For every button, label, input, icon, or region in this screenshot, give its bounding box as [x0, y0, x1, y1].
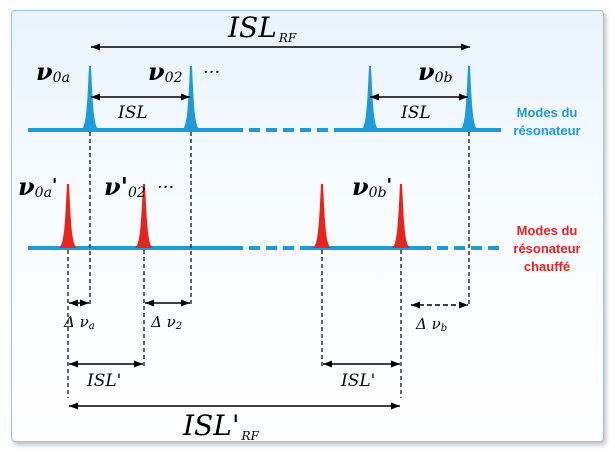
heated-modes-line-2: résonateur	[513, 241, 581, 256]
resonator-modes-line-2: résonateur	[513, 123, 581, 138]
heated-resonator-modes-label: Modes du résonateur chauffé	[497, 222, 597, 276]
isl-prime-label-left: ISL'	[86, 371, 121, 391]
peak-nu0a	[80, 66, 100, 130]
resonator-modes-line-1: Modes du	[516, 105, 578, 120]
delta-nu-a-label: Δ νa	[63, 313, 95, 332]
isl-rf-prime-label: ISL' RF	[182, 409, 260, 443]
ellipsis-top: ···	[203, 62, 220, 83]
nu02-label: ν02	[148, 57, 183, 86]
isl-label-right: ISL	[400, 103, 431, 123]
peak-nu02	[181, 66, 201, 130]
nu0b-label: ν0b	[418, 57, 453, 86]
heated-modes-line-1: Modes du	[516, 223, 578, 238]
peak-nu0a-prime	[58, 184, 78, 248]
diagram-frame	[11, 10, 604, 442]
delta-nu-2-label: Δ ν2	[150, 313, 182, 332]
peak-red-3	[312, 184, 332, 248]
isl-prime-label-right: ISL'	[340, 371, 375, 391]
peak-blue-3	[360, 66, 380, 130]
nu0a-prime-label: ν0a'	[18, 172, 57, 201]
peak-nu02-prime	[134, 184, 154, 248]
isl-label-left: ISL	[117, 103, 148, 123]
peak-nu0b-prime	[391, 184, 411, 248]
delta-nu-b-label: Δ νb	[415, 315, 447, 334]
guide-lines	[67, 132, 470, 398]
heated-modes-line-3: chauffé	[523, 259, 571, 274]
nu0a-label: ν0a	[36, 57, 70, 86]
peak-nu0b	[459, 66, 479, 130]
nu02-prime-label: ν'02	[104, 172, 146, 201]
nu0b-prime-label: ν0b'	[352, 172, 392, 201]
ellipsis-bottom: ···	[157, 177, 174, 198]
isl-rf-label: ISL RF	[227, 11, 297, 45]
resonator-modes-label: Modes du résonateur	[497, 104, 597, 140]
